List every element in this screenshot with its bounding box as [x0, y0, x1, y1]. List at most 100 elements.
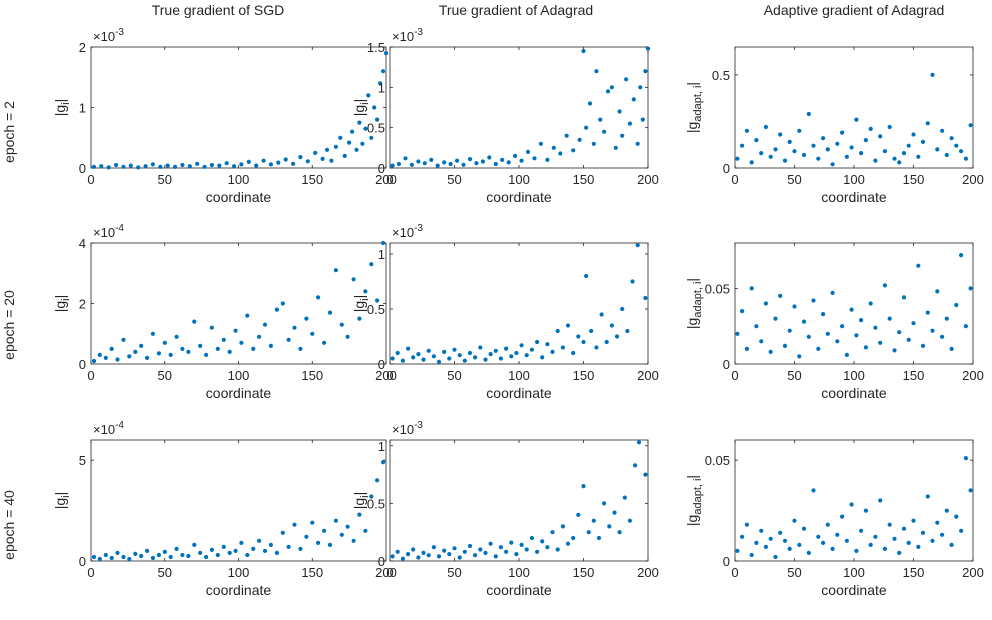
data-point — [91, 554, 97, 560]
x-tick-label: 50 — [447, 368, 461, 383]
data-point — [274, 550, 279, 556]
data-point — [227, 550, 232, 556]
data-point — [735, 548, 740, 554]
data-point — [209, 325, 214, 330]
plot-area-box — [734, 242, 974, 365]
data-point — [782, 343, 788, 348]
data-point — [375, 478, 380, 483]
data-point — [759, 528, 764, 533]
data-point — [447, 552, 452, 557]
y-axis-label: |gi| — [351, 99, 371, 117]
data-point — [920, 343, 926, 348]
data-point — [901, 151, 907, 156]
data-point — [121, 164, 126, 169]
data-point — [504, 346, 509, 351]
y-tick-label: 1 — [378, 80, 385, 95]
data-point — [274, 307, 279, 312]
data-point — [369, 135, 374, 140]
y-label-part: | — [52, 99, 68, 103]
data-point — [535, 339, 540, 345]
data-point — [209, 162, 214, 168]
x-tick-label: 0 — [386, 565, 393, 580]
data-point — [227, 349, 232, 354]
y-tick-label: 0 — [723, 554, 730, 569]
y-tick-label: 2 — [79, 40, 86, 55]
data-point — [245, 552, 250, 558]
data-point — [363, 528, 368, 533]
data-point — [778, 293, 783, 298]
data-point — [863, 508, 869, 513]
data-point — [636, 440, 642, 445]
data-point — [509, 354, 514, 359]
data-point — [409, 162, 414, 167]
data-point — [217, 163, 222, 168]
data-point — [262, 548, 268, 554]
data-point — [754, 540, 759, 546]
data-point — [378, 81, 383, 86]
data-point — [291, 161, 296, 166]
data-point — [925, 494, 930, 499]
data-point — [830, 162, 835, 167]
data-point — [127, 556, 132, 562]
data-point — [613, 145, 618, 150]
data-point — [586, 530, 591, 535]
x-axis-label: coordinate — [486, 582, 552, 598]
data-point — [863, 138, 869, 143]
x-axis-label: coordinate — [206, 385, 272, 401]
data-point — [369, 494, 374, 499]
y-exponent-label: ×10-3 — [392, 420, 423, 437]
data-point — [581, 48, 586, 54]
data-point — [429, 157, 434, 162]
data-point — [127, 354, 132, 359]
data-point — [422, 161, 427, 166]
data-point — [801, 152, 807, 158]
data-point — [602, 129, 607, 134]
y-label-part: |g — [52, 105, 68, 116]
data-point — [782, 538, 788, 543]
x-tick-label: 50 — [787, 565, 801, 580]
data-point — [442, 349, 447, 354]
data-point — [462, 358, 467, 363]
x-tick-label: 200 — [962, 565, 984, 580]
data-point — [462, 549, 467, 554]
data-point — [354, 147, 359, 152]
data-point — [347, 140, 352, 145]
data-point — [467, 350, 473, 356]
y-tick-label: 1 — [378, 247, 385, 262]
data-point — [139, 343, 144, 348]
data-point — [854, 333, 859, 338]
x-tick-label: 200 — [962, 172, 984, 187]
plot-area-box — [389, 439, 649, 562]
data-point — [949, 136, 954, 141]
data-point — [421, 357, 426, 362]
y-label-part: | — [684, 82, 700, 86]
column-title-sgd: True gradient of SGD — [152, 2, 285, 18]
data-point — [581, 339, 586, 345]
data-point — [825, 522, 830, 527]
data-point — [324, 147, 330, 152]
data-point — [390, 163, 395, 168]
data-point — [744, 522, 750, 527]
data-point — [180, 162, 185, 168]
exponent-power: -3 — [414, 27, 423, 38]
data-point — [395, 350, 400, 356]
data-point — [844, 352, 850, 357]
data-point — [811, 143, 816, 148]
x-tick-label: 0 — [386, 368, 393, 383]
data-point — [954, 514, 959, 519]
data-point — [452, 347, 457, 352]
data-point — [930, 328, 935, 333]
data-point — [754, 324, 759, 329]
data-point — [930, 72, 935, 77]
exponent-power: -3 — [414, 223, 423, 234]
subplot-r1c2: 0 50 100 150 200 0 0.05 coordinate |gadapt, i| — [684, 242, 984, 401]
x-tick-label: 100 — [508, 565, 530, 580]
y-exponent-label: ×10-3 — [392, 27, 423, 44]
data-point — [251, 346, 256, 351]
data-point — [768, 536, 773, 541]
data-point — [863, 345, 869, 350]
data-point — [150, 555, 155, 561]
exponent-base: ×10 — [93, 422, 115, 437]
data-point — [500, 157, 505, 162]
